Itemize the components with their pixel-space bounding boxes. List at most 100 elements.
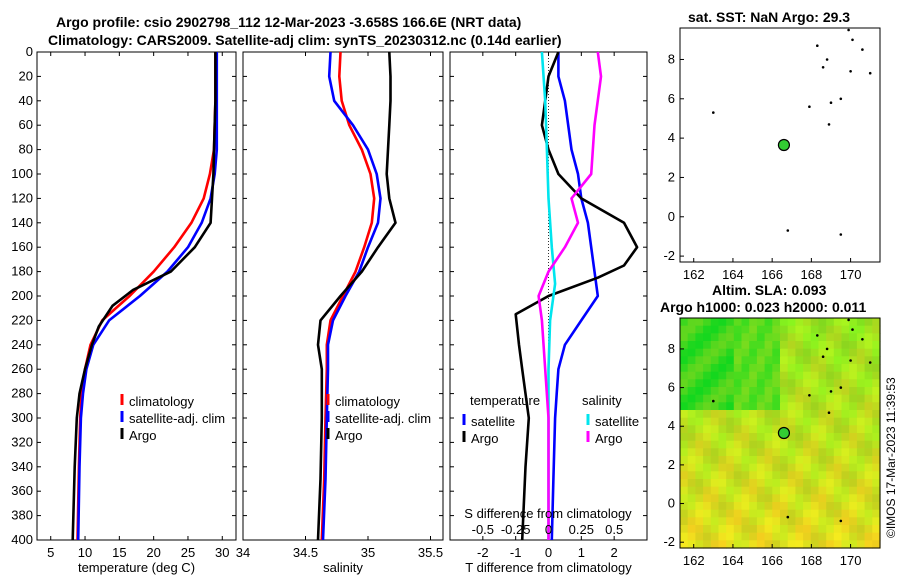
sla-cell [718,433,727,442]
sla-cell [841,448,850,457]
sla-cell [864,532,873,541]
coast-point [816,44,819,47]
sla-cell [764,448,773,457]
sla-cell [772,410,781,419]
map-frame [679,317,881,549]
sla-cell [856,456,866,465]
sla-cell [749,433,758,442]
sla-cell [856,417,866,426]
sla-cell [810,356,820,365]
sla-cell [818,525,827,534]
sla-cell [741,433,750,442]
sla-cell [695,433,704,442]
sla-cell [772,394,781,403]
sla-cell [810,364,820,373]
sla-cell [841,356,850,365]
sla-cell [710,410,720,419]
sla-cell [826,417,835,426]
sla-cell [795,417,804,426]
sla-cell [741,479,750,488]
y-tick-label: 4 [668,418,675,433]
y-tick-label: 200 [11,288,33,303]
coast-point [786,229,790,232]
sla-cell [687,486,696,495]
sla-cell [787,348,796,357]
sla-cell [833,517,843,526]
sla-cell [710,494,720,503]
legend-title-temperature: temperature [470,393,540,408]
sla-cell [818,387,827,396]
sla-cell [833,532,843,541]
sla-cell [695,425,704,434]
sla-cell [741,417,750,426]
sla-cell [726,379,735,388]
sla-cell [787,341,796,350]
coast-point [851,328,854,331]
sla-cell [710,341,720,350]
y-tick-label: 100 [11,166,33,181]
sla-cell [703,402,712,411]
sla-cell [810,479,820,488]
y-tick-label: 380 [11,508,33,523]
sla-cell [733,333,743,342]
sla-cell [718,471,727,480]
sla-cell [872,356,881,365]
sla-cell [818,348,827,357]
y-tick-label: 2 [668,457,675,472]
argo-float-marker [777,138,791,152]
sla-cell [680,356,689,365]
sla-cell [749,356,758,365]
sla-cell [687,371,696,380]
sla-cell [756,517,766,526]
sla-cell [703,494,712,503]
sla-cell [826,532,835,541]
sla-cell [726,433,735,442]
sla-cell [864,502,873,511]
coast-point [839,97,843,101]
sla-cell [780,517,789,526]
copyright-text: ©IMOS 17-Mar-2023 11:39:53 [884,377,898,538]
sla-cell [749,402,758,411]
sla-cell [795,440,804,449]
sla-cell [864,394,873,403]
sla-cell [818,448,827,457]
sla-cell [703,486,712,495]
x-tick-label: 166 [761,267,783,282]
sla-cell [710,540,720,549]
sla-cell [680,425,689,434]
sla-cell [741,402,750,411]
sla-cell [749,417,758,426]
sla-cell [749,394,758,403]
x-tick-label: 162 [683,553,705,568]
coast-point [827,411,831,415]
sla-cell [687,517,696,526]
sla-cell [818,463,827,472]
sla-cell [703,410,712,419]
sla-cell [703,318,712,327]
sla-cell [680,486,689,495]
sla-cell [687,456,696,465]
y-tick-label: 80 [19,142,33,157]
sla-cell [849,448,858,457]
sla-cell [872,479,881,488]
sla-cell [772,440,781,449]
sla-cell [872,532,881,541]
sla-cell [841,471,850,480]
sla-cell [803,440,812,449]
sla-cell [780,379,789,388]
sla-cell [695,341,704,350]
sla-cell [803,325,812,334]
sla-cell [826,471,835,480]
sla-cell [695,479,704,488]
sla-cell [780,471,789,480]
sla-cell [810,348,820,357]
sla-cell [733,540,743,549]
sla-cell [680,318,689,327]
sla-cell [695,356,704,365]
y-tick-label: 320 [11,434,33,449]
sla-cell [680,525,689,534]
sla-cell [849,502,858,511]
map-sla-title-line2: Argo h1000: 0.023 h2000: 0.011 [660,299,867,315]
sla-cell [726,325,735,334]
sla-cell [733,394,743,403]
